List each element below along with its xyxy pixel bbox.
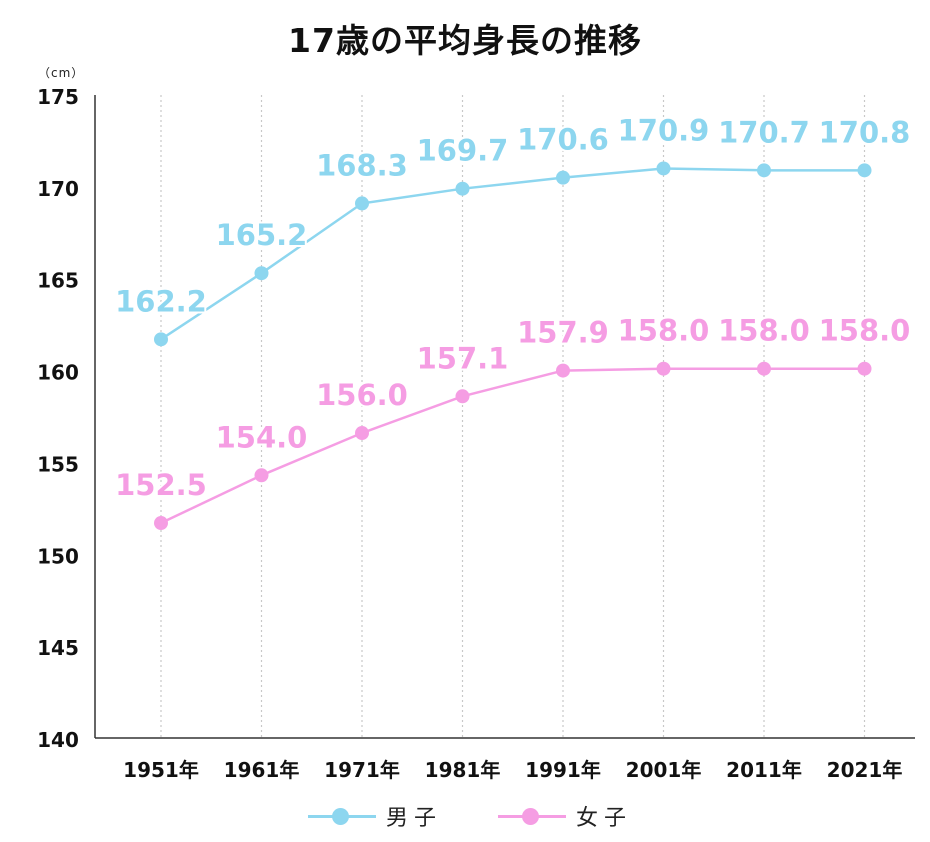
data-label: 162.2 — [115, 284, 207, 318]
y-axis-unit-label: （cm） — [38, 66, 85, 80]
data-point — [556, 363, 570, 378]
data-point — [757, 163, 771, 178]
legend-label-male: 男子 — [386, 806, 443, 831]
x-tick-label: 1991年 — [525, 758, 601, 782]
data-point — [254, 468, 269, 483]
data-label: 156.0 — [316, 378, 408, 412]
data-point — [857, 163, 872, 178]
data-point — [355, 196, 369, 211]
y-tick-label: 155 — [37, 452, 79, 476]
y-tick-label: 175 — [37, 85, 79, 109]
data-point — [254, 266, 269, 281]
data-label: 158.0 — [718, 314, 810, 348]
data-label: 170.6 — [517, 123, 609, 157]
x-tick-label: 2021年 — [827, 758, 903, 782]
data-point — [455, 181, 470, 196]
legend-marker-male — [332, 807, 349, 825]
legend-label-female: 女子 — [576, 806, 633, 831]
x-tick-label: 1961年 — [224, 758, 300, 782]
y-tick-label: 150 — [37, 544, 79, 568]
x-tick-label: 1981年 — [425, 758, 501, 782]
data-label: 158.0 — [618, 314, 710, 348]
data-point — [355, 426, 369, 441]
data-label: 157.9 — [517, 316, 609, 350]
data-label: 170.8 — [819, 115, 911, 149]
series-line-0 — [160, 167, 865, 341]
data-label: 152.5 — [115, 468, 207, 502]
data-point — [757, 361, 771, 376]
y-tick-label: 170 — [37, 177, 79, 201]
data-label: 170.7 — [718, 115, 810, 149]
x-tick-label: 1951年 — [123, 758, 199, 782]
data-label: 154.0 — [216, 420, 308, 454]
x-tick-label: 1971年 — [324, 758, 400, 782]
chart-title: 17歳の平均身長の推移 — [274, 14, 656, 66]
data-point — [154, 332, 168, 347]
legend-marker-female — [522, 807, 539, 825]
data-point — [556, 170, 570, 185]
data-point — [656, 161, 671, 176]
data-point — [154, 516, 168, 531]
data-label: 157.1 — [417, 341, 509, 375]
y-tick-label: 140 — [37, 728, 79, 752]
legend-line-male — [308, 807, 376, 825]
y-tick-label: 165 — [37, 269, 79, 293]
y-tick-label: 160 — [37, 361, 79, 385]
y-tick-label: 145 — [37, 636, 79, 660]
data-label: 168.3 — [316, 148, 408, 182]
legend-item-female: 女子 — [498, 800, 632, 832]
x-tick-label: 2001年 — [626, 758, 702, 782]
data-label: 165.2 — [216, 218, 308, 252]
data-label: 158.0 — [819, 314, 911, 348]
legend-item-male: 男子 — [308, 800, 442, 832]
x-tick-label: 2011年 — [726, 758, 802, 782]
data-point — [857, 361, 872, 376]
data-label: 170.9 — [618, 113, 710, 147]
data-point — [455, 389, 470, 404]
data-point — [656, 361, 671, 376]
series-line-1 — [160, 367, 865, 525]
data-label: 169.7 — [417, 134, 509, 168]
legend-line-female — [498, 807, 566, 825]
